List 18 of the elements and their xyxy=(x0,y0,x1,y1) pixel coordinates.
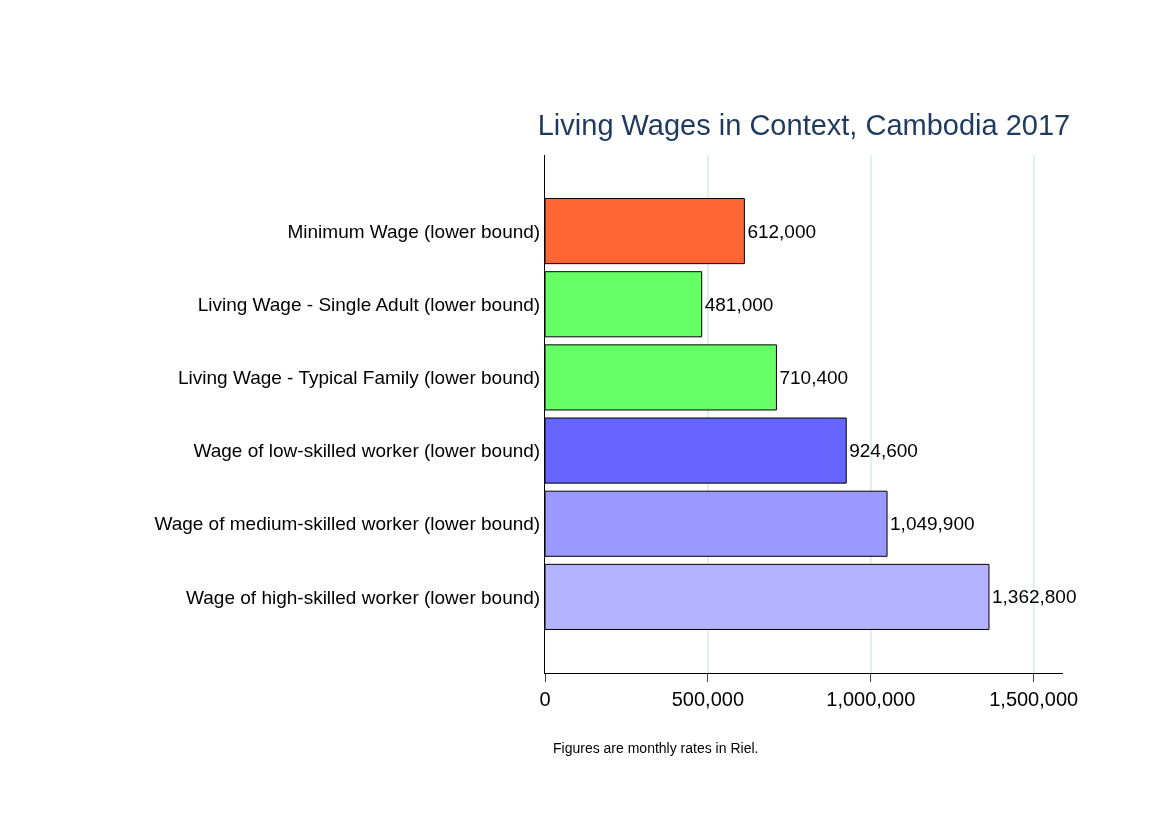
x-tick-label: 0 xyxy=(539,688,551,710)
data-label: 1,362,800 xyxy=(991,586,1077,608)
x-tick-label: 500,000 xyxy=(671,688,745,710)
y-tick-label: Living Wage - Typical Family (lower bound) xyxy=(178,367,541,389)
x-tick-label: 1,000,000 xyxy=(826,688,916,710)
y-tick-label: Living Wage - Single Adult (lower bound) xyxy=(197,293,541,315)
data-label: 710,400 xyxy=(779,366,849,388)
y-tick-label: Wage of medium-skilled worker (lower bound) xyxy=(154,513,541,535)
chart-title: Living Wages in Context, Cambodia 2017 xyxy=(537,109,1071,142)
data-label: 612,000 xyxy=(747,220,817,242)
data-label: 481,000 xyxy=(704,293,774,315)
y-tick-label: Wage of low-skilled worker (lower bound) xyxy=(193,440,541,462)
y-tick-label: Wage of high-skilled worker (lower bound) xyxy=(186,586,541,608)
x-tick-label: 1,500,000 xyxy=(989,688,1079,710)
data-label: 924,600 xyxy=(849,440,918,462)
data-label: 1,049,900 xyxy=(890,513,975,535)
text: Figures are monthly rates in Riel. xyxy=(553,740,759,756)
y-tick-label: Minimum Wage (lower bound) xyxy=(287,220,541,242)
